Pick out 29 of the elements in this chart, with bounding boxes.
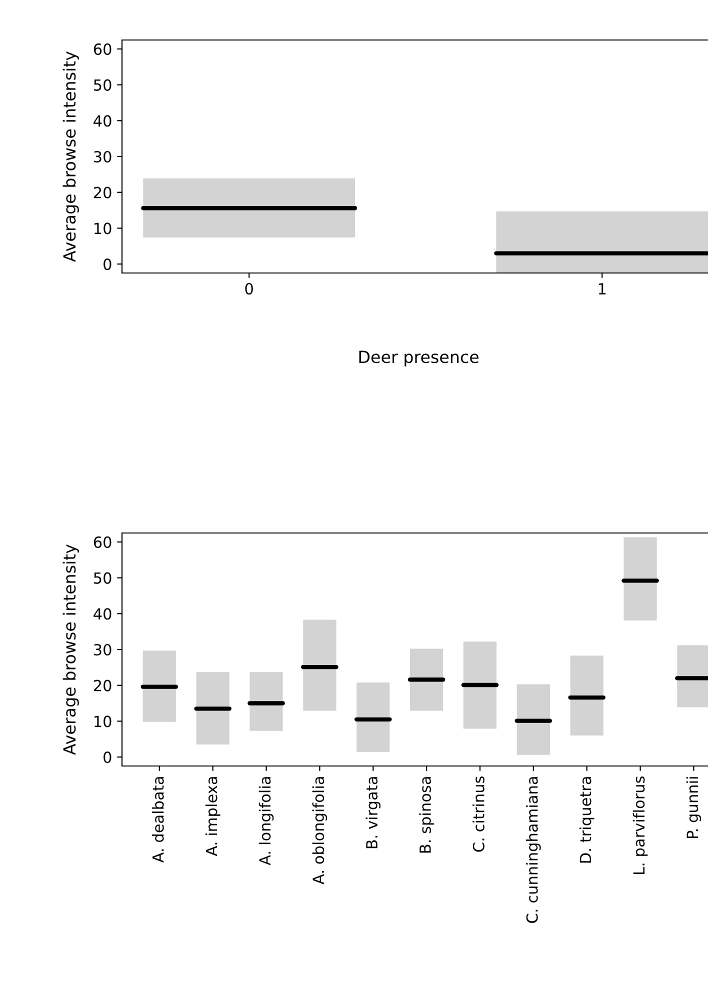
x-tick-label: B. spinosa <box>419 777 434 853</box>
y-tick-label: 20 <box>94 680 112 692</box>
y-tick-label: 60 <box>94 536 112 548</box>
y-tick-label: 30 <box>94 150 112 163</box>
x-tick-label: A. oblongifolia <box>312 777 328 884</box>
x-tick-label: C. citrinus <box>472 776 484 852</box>
y-tick-label: 40 <box>94 115 112 127</box>
y-tick-label: 10 <box>94 716 112 728</box>
x-tick-label: D. triquetra <box>579 777 594 863</box>
x-tick-label: 1 <box>598 283 606 294</box>
x-tick-label: A. longifolia <box>258 777 274 866</box>
x-axis-title: Deer presence <box>359 350 479 366</box>
x-tick-label: A. dealbata <box>152 777 164 863</box>
y-tick-label: 50 <box>94 572 112 584</box>
y-tick-label: 40 <box>94 608 112 620</box>
x-tick-label: L. parviflorus <box>632 776 648 874</box>
y-tick-label: 30 <box>94 644 112 656</box>
y-tick-label: 10 <box>94 222 112 234</box>
y-tick-label: 50 <box>94 79 112 91</box>
y-tick-label: 60 <box>94 43 112 55</box>
x-tick-label: B. virgata <box>366 777 381 848</box>
x-tick-label: P. gunnii <box>686 777 702 838</box>
x-tick-label: C. cunninghamiana <box>526 777 541 923</box>
y-tick-label: 20 <box>94 186 112 198</box>
x-tick-label: A. implexa <box>205 777 220 856</box>
y-axis-title: Average browse intensity <box>62 544 79 755</box>
y-axis-title: Average browse intensity <box>62 51 79 262</box>
y-tick-label: 0 <box>104 258 112 270</box>
y-tick-label: 0 <box>104 752 112 764</box>
